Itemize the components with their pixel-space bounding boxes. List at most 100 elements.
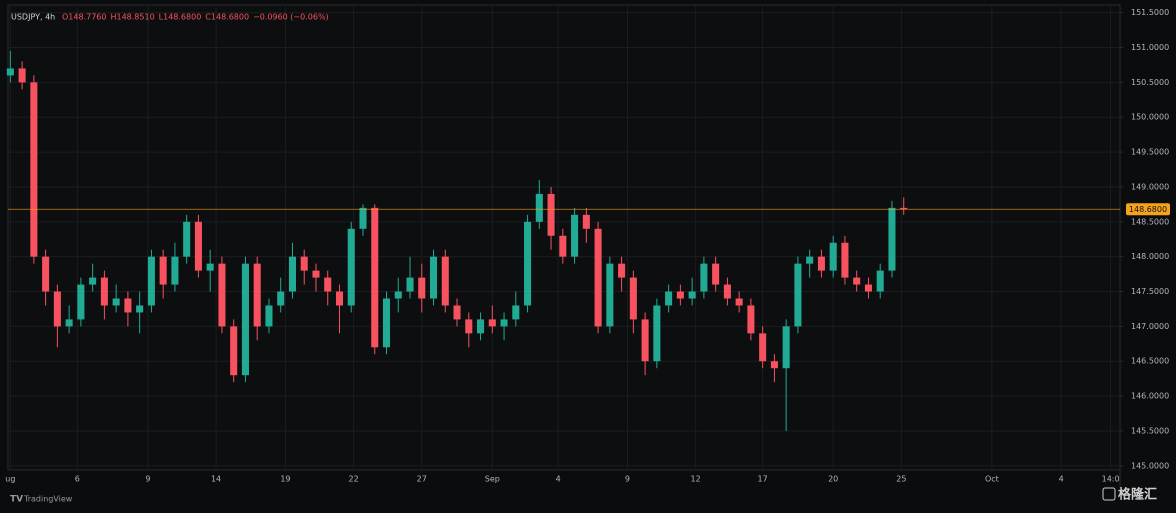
- candle-body: [371, 207, 379, 348]
- x-tick-label: 9: [145, 475, 150, 484]
- candle-body: [653, 305, 661, 362]
- candle-body: [6, 68, 14, 76]
- candle-body: [418, 277, 426, 299]
- candle-body: [171, 256, 179, 285]
- candle-body: [194, 221, 202, 271]
- candle-body: [594, 228, 602, 327]
- candle-body: [136, 305, 144, 313]
- candle-body: [324, 277, 332, 292]
- candle-body: [465, 319, 473, 334]
- candle-body: [829, 242, 837, 271]
- candle-body: [347, 228, 355, 306]
- y-tick-label: 148.0000: [1131, 252, 1169, 261]
- candle-body: [606, 263, 614, 327]
- x-tick-label: 4: [1059, 475, 1064, 484]
- candle-body: [817, 256, 825, 271]
- candle-body: [89, 277, 97, 285]
- ohlc-value: L148.6800: [159, 13, 202, 22]
- y-tick-label: 147.5000: [1131, 287, 1169, 296]
- x-tick-label: 14: [211, 475, 221, 484]
- y-tick-label: 146.5000: [1131, 357, 1169, 366]
- candle-body: [524, 221, 532, 306]
- candle-body: [559, 235, 567, 257]
- candle-body: [253, 263, 261, 327]
- candle-body: [218, 263, 226, 327]
- candle-body: [770, 361, 778, 369]
- labels: 145.0000 145.5000 146.0000 146.5000 147.0000…: [5, 8, 1170, 484]
- ohlc-value: H148.8510: [110, 13, 154, 22]
- candle-body: [864, 284, 872, 292]
- candle-body: [335, 291, 344, 306]
- candle-body: [488, 319, 496, 327]
- candle-body: [230, 326, 238, 376]
- candle-body: [30, 82, 38, 257]
- candle-body: [18, 68, 26, 83]
- candle-body: [759, 333, 767, 362]
- x-tick-label: 19: [280, 475, 290, 484]
- y-tick-label: 149.5000: [1131, 148, 1169, 157]
- candle-body: [806, 256, 814, 264]
- candle-body: [65, 319, 73, 327]
- candle-body: [535, 193, 543, 222]
- candle-body: [277, 291, 285, 306]
- y-tick-label: 150.0000: [1131, 113, 1169, 122]
- last-price-box: [1126, 203, 1170, 216]
- y-tick-label: 145.0000: [1131, 461, 1169, 470]
- grid: [8, 5, 1120, 470]
- x-tick-label: Oct: [985, 475, 999, 484]
- y-tick-label: 146.0000: [1131, 392, 1169, 401]
- y-tick-label: 149.0000: [1131, 182, 1169, 191]
- candle-body: [382, 298, 391, 348]
- x-tick-label: Sep: [485, 475, 500, 484]
- x-tick-label: ug: [5, 475, 15, 484]
- candle-body: [441, 256, 449, 306]
- candle-body: [159, 256, 167, 285]
- candle-body: [453, 305, 461, 320]
- x-tick-label: 6: [75, 475, 80, 484]
- candle-body: [124, 298, 132, 313]
- ohlc-legend: O148.7760 H148.8510 L148.6800 C148.6800 −0.0…: [62, 13, 329, 22]
- candle-body: [747, 305, 755, 334]
- candle-body: [288, 256, 296, 292]
- candles: [6, 51, 1120, 431]
- candle-body: [641, 319, 649, 362]
- x-tick-label: 20: [828, 475, 838, 484]
- ohlc-value: O148.7760: [62, 13, 106, 22]
- candle-body: [406, 277, 414, 292]
- candle-body: [500, 319, 508, 327]
- watermark-icon: [1102, 487, 1116, 501]
- ohlc-value: −0.0960 (−0.06%): [253, 13, 329, 22]
- last-price-label: 148.6800: [1129, 205, 1167, 214]
- candle-body: [676, 291, 684, 299]
- candle-body: [888, 207, 896, 271]
- candle-body: [77, 284, 85, 320]
- candle-body: [147, 256, 155, 306]
- candle-body: [241, 263, 249, 376]
- x-tick-label: 4: [556, 475, 561, 484]
- candle-body: [512, 305, 520, 320]
- candle-body: [700, 263, 708, 292]
- x-tick-label: 17: [758, 475, 768, 484]
- candle-body: [300, 256, 308, 271]
- candle-body: [547, 193, 555, 236]
- candle-body: [53, 291, 61, 327]
- candle-body: [477, 319, 485, 334]
- candle-body: [571, 214, 579, 257]
- candle-body: [876, 270, 884, 292]
- y-tick-label: 151.5000: [1131, 8, 1169, 17]
- candle-body: [312, 270, 320, 278]
- x-tick-label: 9: [625, 475, 630, 484]
- candle-body: [206, 263, 214, 271]
- candle-body: [735, 298, 743, 306]
- candle-body: [665, 291, 673, 306]
- watermark: 格隆汇: [1118, 487, 1157, 503]
- candle-body: [688, 291, 696, 299]
- candle-body: [112, 298, 120, 306]
- y-tick-label: 148.5000: [1131, 217, 1169, 226]
- candle-body: [841, 242, 849, 278]
- x-tick-label: 22: [348, 475, 358, 484]
- y-tick-label: 145.5000: [1131, 426, 1169, 435]
- candle-body: [183, 221, 191, 257]
- candle-body: [42, 256, 50, 292]
